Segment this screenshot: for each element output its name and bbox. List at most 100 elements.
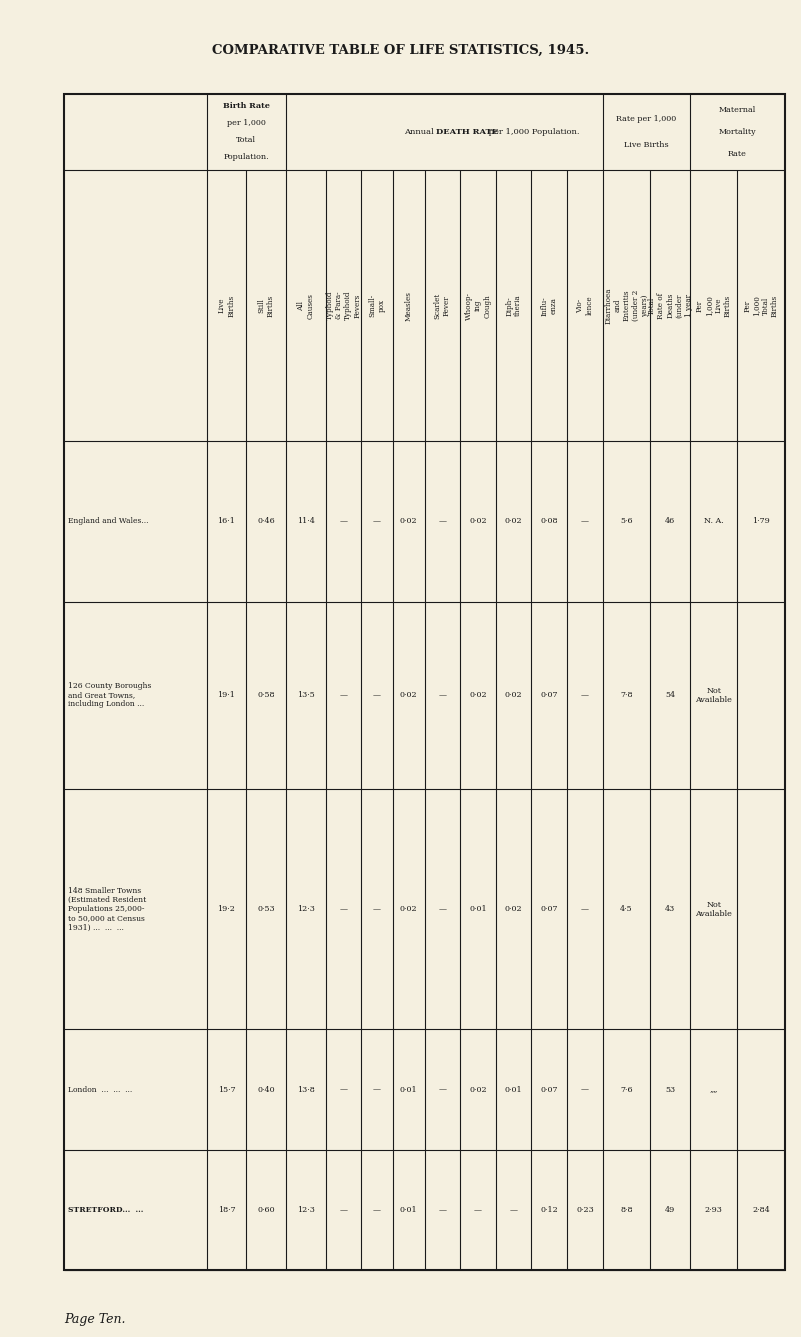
Text: STRETFORD...  ...: STRETFORD... ... bbox=[68, 1206, 143, 1214]
Text: 0·02: 0·02 bbox=[400, 905, 417, 913]
Text: 0·02: 0·02 bbox=[469, 691, 487, 699]
Text: 15·7: 15·7 bbox=[218, 1086, 235, 1094]
Text: Scarlet
Fever: Scarlet Fever bbox=[434, 293, 451, 318]
Text: 12·3: 12·3 bbox=[296, 1206, 315, 1214]
Text: 2·93: 2·93 bbox=[705, 1206, 723, 1214]
Text: 0·02: 0·02 bbox=[469, 517, 487, 525]
Text: 0·02: 0·02 bbox=[469, 1086, 487, 1094]
Text: per 1,000: per 1,000 bbox=[227, 119, 266, 127]
Text: —: — bbox=[581, 905, 589, 913]
Text: 0·53: 0·53 bbox=[257, 905, 275, 913]
Text: —: — bbox=[373, 1206, 381, 1214]
Text: 0·07: 0·07 bbox=[541, 1086, 558, 1094]
Text: —: — bbox=[373, 905, 381, 913]
Text: 43: 43 bbox=[665, 905, 675, 913]
Text: —: — bbox=[438, 905, 446, 913]
Text: Not
Available: Not Available bbox=[695, 901, 732, 917]
Text: 0·02: 0·02 bbox=[400, 691, 417, 699]
Text: 19·1: 19·1 bbox=[218, 691, 235, 699]
Text: Birth Rate: Birth Rate bbox=[223, 103, 270, 111]
Text: 0·01: 0·01 bbox=[505, 1086, 522, 1094]
Text: Diph-
theria: Diph- theria bbox=[505, 295, 522, 317]
Text: All
Causes: All Causes bbox=[297, 293, 314, 318]
Text: Rate: Rate bbox=[728, 150, 747, 158]
Text: „„: „„ bbox=[710, 1086, 718, 1094]
Text: 0·01: 0·01 bbox=[469, 905, 487, 913]
Text: Whoop-
ing
Cough: Whoop- ing Cough bbox=[465, 291, 491, 320]
Text: —: — bbox=[340, 905, 348, 913]
Text: —: — bbox=[340, 691, 348, 699]
Text: Per
1,000
Total
Births: Per 1,000 Total Births bbox=[743, 294, 779, 317]
Text: 126 County Boroughs
and Great Towns,
including London ...: 126 County Boroughs and Great Towns, inc… bbox=[68, 682, 151, 709]
Text: 0·02: 0·02 bbox=[505, 905, 522, 913]
Text: 46: 46 bbox=[665, 517, 675, 525]
Text: —: — bbox=[474, 1206, 482, 1214]
Text: Rate per 1,000: Rate per 1,000 bbox=[616, 115, 677, 123]
Text: Small-
pox: Small- pox bbox=[368, 294, 385, 317]
Text: 13·5: 13·5 bbox=[297, 691, 315, 699]
Text: 19·2: 19·2 bbox=[218, 905, 235, 913]
Text: 54: 54 bbox=[665, 691, 675, 699]
Text: N. A.: N. A. bbox=[704, 517, 723, 525]
Text: 12·3: 12·3 bbox=[296, 905, 315, 913]
Text: Vio-
lence: Vio- lence bbox=[577, 295, 594, 316]
Text: —: — bbox=[438, 1086, 446, 1094]
Text: 0·08: 0·08 bbox=[541, 517, 558, 525]
Text: Live
Births: Live Births bbox=[218, 294, 235, 317]
Text: —: — bbox=[438, 517, 446, 525]
Text: London  ...  ...  ...: London ... ... ... bbox=[68, 1086, 132, 1094]
Text: Population.: Population. bbox=[223, 154, 269, 162]
Text: Maternal: Maternal bbox=[718, 106, 756, 114]
Text: 0·01: 0·01 bbox=[400, 1206, 417, 1214]
Text: —: — bbox=[373, 1086, 381, 1094]
Text: Total
Rate of
Deaths
(under
1 year: Total Rate of Deaths (under 1 year bbox=[648, 293, 693, 318]
Text: 0·46: 0·46 bbox=[257, 517, 275, 525]
Text: —: — bbox=[373, 691, 381, 699]
Text: 148 Smaller Towns
(Estimated Resident
Populations 25,000-
to 50,000 at Census
19: 148 Smaller Towns (Estimated Resident Po… bbox=[68, 886, 147, 932]
Text: 5·6: 5·6 bbox=[620, 517, 633, 525]
Text: Still
Births: Still Births bbox=[257, 294, 275, 317]
Text: —: — bbox=[509, 1206, 517, 1214]
Text: England and Wales...: England and Wales... bbox=[68, 517, 148, 525]
Text: Live Births: Live Births bbox=[624, 140, 669, 148]
Text: —: — bbox=[340, 1086, 348, 1094]
Text: —: — bbox=[373, 517, 381, 525]
Text: 8·8: 8·8 bbox=[620, 1206, 633, 1214]
Text: —: — bbox=[438, 691, 446, 699]
Text: 0·40: 0·40 bbox=[257, 1086, 275, 1094]
Text: DEATH RATE: DEATH RATE bbox=[437, 128, 498, 136]
Text: Per
1,000
Live
Births: Per 1,000 Live Births bbox=[696, 294, 731, 317]
Text: 0·02: 0·02 bbox=[400, 517, 417, 525]
Text: COMPARATIVE TABLE OF LIFE STATISTICS, 1945.: COMPARATIVE TABLE OF LIFE STATISTICS, 19… bbox=[212, 44, 589, 57]
Text: 7·6: 7·6 bbox=[620, 1086, 633, 1094]
Text: 0·02: 0·02 bbox=[505, 691, 522, 699]
Text: Annual: Annual bbox=[404, 128, 437, 136]
Text: —: — bbox=[340, 517, 348, 525]
Text: 0·60: 0·60 bbox=[257, 1206, 275, 1214]
Text: 1·79: 1·79 bbox=[752, 517, 770, 525]
Text: —: — bbox=[581, 517, 589, 525]
Text: 0·12: 0·12 bbox=[541, 1206, 558, 1214]
Text: 49: 49 bbox=[665, 1206, 675, 1214]
Text: —: — bbox=[340, 1206, 348, 1214]
Text: 16·1: 16·1 bbox=[218, 517, 235, 525]
Text: 13·8: 13·8 bbox=[297, 1086, 315, 1094]
Text: 2·84: 2·84 bbox=[752, 1206, 770, 1214]
Text: Measles: Measles bbox=[405, 290, 413, 321]
Text: 18·7: 18·7 bbox=[218, 1206, 235, 1214]
Text: 0·01: 0·01 bbox=[400, 1086, 417, 1094]
Text: Typhoid
& Para-
Typhoid
Fevers: Typhoid & Para- Typhoid Fevers bbox=[325, 291, 361, 321]
Text: 0·02: 0·02 bbox=[505, 517, 522, 525]
Text: Not
Available: Not Available bbox=[695, 687, 732, 703]
Bar bbox=[64, 94, 785, 1270]
Text: —: — bbox=[581, 691, 589, 699]
Text: Influ-
enza: Influ- enza bbox=[541, 295, 558, 316]
Text: 7·8: 7·8 bbox=[620, 691, 633, 699]
Text: 0·58: 0·58 bbox=[257, 691, 275, 699]
Text: 11·4: 11·4 bbox=[296, 517, 315, 525]
Text: 0·23: 0·23 bbox=[576, 1206, 594, 1214]
Text: Page Ten.: Page Ten. bbox=[64, 1313, 126, 1326]
Text: —: — bbox=[581, 1086, 589, 1094]
Text: per 1,000 Population.: per 1,000 Population. bbox=[486, 128, 579, 136]
Text: 4·5: 4·5 bbox=[620, 905, 633, 913]
